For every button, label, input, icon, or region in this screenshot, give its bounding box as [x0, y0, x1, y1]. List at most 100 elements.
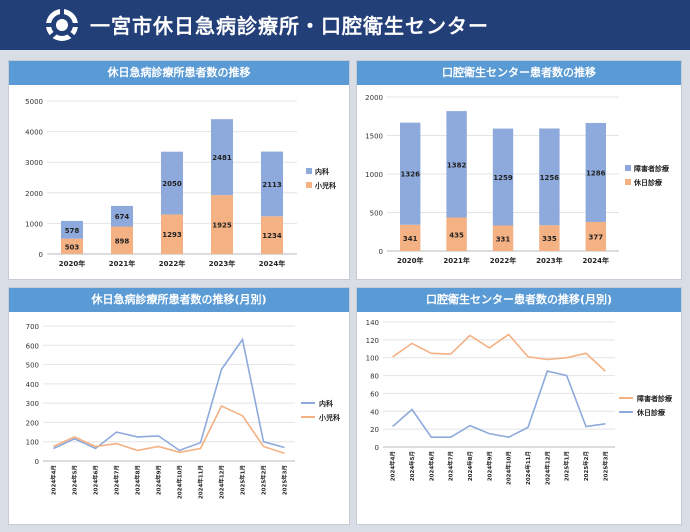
y-tick-label: 0	[375, 444, 379, 452]
chart-monthly-oral: 0 20 40 60 80 100 120 140 2024年4月 2024年5月 2024年6月 2…	[366, 319, 673, 485]
x-tick-label: 2024年12月	[218, 465, 226, 499]
bar-障害者診療	[585, 122, 607, 222]
y-tick-label: 600	[26, 342, 39, 350]
series-line-内科	[53, 337, 285, 452]
y-tick-label: 60	[370, 390, 379, 398]
panel-monthly-oral: 口腔衛生センター患者数の推移(月別) 0 20 40 60 80 100 120 140 202…	[356, 287, 682, 525]
legend-label: 小児科	[314, 181, 336, 190]
panel-annual-oral: 口腔衛生センター患者数の推移 0 500 1000 1500 2000 341 1326 20…	[356, 60, 682, 280]
y-tick-label: 120	[366, 337, 379, 345]
data-label: 1925	[212, 222, 232, 230]
x-tick-label: 2024年7月	[447, 451, 455, 481]
bar-休日診療	[585, 221, 607, 251]
y-tick-label: 2000	[25, 190, 43, 198]
bar-小児科	[61, 238, 83, 254]
series-line-休日診療	[392, 370, 606, 439]
x-tick-label: 2024年5月	[408, 451, 416, 481]
y-tick-label: 1000	[365, 171, 383, 179]
bar-内科	[261, 151, 283, 217]
bar-休日診療	[399, 224, 421, 251]
x-tick-label: 2024年5月	[71, 465, 79, 495]
bar-障害者診療	[539, 128, 560, 226]
x-tick-label: 2025年3月	[281, 465, 289, 495]
y-tick-label: 200	[26, 419, 39, 427]
y-tick-label: 100	[366, 355, 379, 363]
bar-小児科	[111, 226, 133, 254]
y-tick-label: 2000	[365, 94, 383, 102]
legend-swatch	[625, 179, 631, 185]
x-tick-label: 2025年2月	[260, 465, 268, 495]
legend-label: 内科	[319, 399, 333, 408]
legend-swatch	[306, 182, 312, 188]
x-tick-label: 2024年4月	[389, 451, 397, 481]
x-tick-label: 2024年9月	[485, 451, 493, 481]
y-tick-label: 100	[26, 439, 39, 447]
x-tick-label: 2024年	[259, 259, 285, 268]
bar-休日診療	[492, 225, 514, 251]
x-tick-label: 2022年	[159, 259, 185, 268]
y-tick-label: 0	[35, 458, 39, 466]
x-tick-label: 2022年	[490, 256, 516, 265]
data-label: 1256	[540, 174, 560, 182]
legend-label: 休日診療	[636, 408, 666, 417]
legend-label: 障害者診療	[634, 164, 670, 173]
x-tick-label: 2024年6月	[92, 465, 100, 495]
y-tick-label: 700	[26, 323, 39, 331]
x-tick-label: 2024年8月	[134, 465, 142, 495]
x-tick-label: 2024年10月	[176, 465, 184, 499]
data-label: 674	[115, 213, 130, 221]
y-tick-label: 4000	[25, 129, 43, 137]
y-tick-label: 1500	[365, 133, 383, 141]
y-tick-label: 1000	[25, 220, 43, 228]
legend-label: 障害者診療	[637, 394, 673, 403]
bar-小児科	[261, 216, 283, 254]
legend-swatch	[306, 168, 312, 174]
y-tick-label: 5000	[25, 98, 43, 106]
x-tick-label: 2023年	[536, 256, 562, 265]
data-label: 578	[65, 227, 80, 235]
y-tick-label: 0	[39, 251, 43, 259]
bar-内科	[161, 151, 183, 215]
x-tick-label: 2025年1月	[239, 465, 247, 495]
x-tick-label: 2024年6月	[427, 451, 435, 481]
x-tick-label: 2025年3月	[601, 451, 609, 481]
x-tick-label: 2024年11月	[197, 465, 205, 499]
bar-休日診療	[446, 217, 467, 251]
data-label: 1286	[586, 169, 606, 177]
chart-annual-clinic: 0 1000 2000 3000 4000 5000 503 578 2020年 898 674 20…	[25, 98, 336, 268]
chart-monthly-clinic: 0 100 200 300 400 500 600 700 2024年4月 2024年5月 2024…	[26, 323, 340, 499]
bar-休日診療	[539, 225, 560, 251]
x-tick-label: 2024年11月	[524, 451, 532, 485]
page-title: 一宮市休日急病診療所・口腔衛生センター	[90, 14, 489, 38]
x-tick-label: 2024年4月	[50, 465, 58, 495]
panel-title: 口腔衛生センター患者数の推移	[357, 61, 681, 85]
y-tick-label: 3000	[25, 159, 43, 167]
data-label: 331	[496, 235, 511, 243]
bar-小児科	[161, 214, 183, 254]
bar-障害者診療	[399, 122, 421, 225]
panel-title: 休日急病診療所患者数の推移(月別)	[9, 288, 349, 312]
x-tick-label: 2021年	[109, 259, 135, 268]
data-label: 335	[542, 235, 557, 243]
x-tick-label: 2023年	[209, 259, 235, 268]
data-label: 435	[449, 231, 464, 239]
y-tick-label: 300	[26, 400, 39, 408]
bar-内科	[111, 205, 133, 227]
panel-monthly-clinic: 休日急病診療所患者数の推移(月別) 0 100 200 300 400 500 600 700…	[8, 287, 350, 525]
y-tick-label: 500	[370, 210, 383, 218]
legend-label: 内科	[315, 167, 329, 176]
data-label: 1293	[162, 231, 182, 239]
y-tick-label: 140	[366, 319, 379, 327]
x-tick-label: 2025年1月	[563, 451, 571, 481]
data-label: 2481	[212, 154, 232, 162]
panel-title: 口腔衛生センター患者数の推移(月別)	[357, 288, 681, 312]
data-label: 1234	[262, 232, 282, 240]
data-label: 2050	[162, 180, 182, 188]
x-tick-label: 2020年	[59, 259, 85, 268]
panel-title: 休日急病診療所患者数の推移	[9, 61, 349, 85]
data-label: 898	[115, 237, 130, 245]
legend-label: 小児科	[318, 413, 340, 422]
y-tick-label: 40	[370, 408, 379, 416]
x-tick-label: 2024年10月	[505, 451, 513, 485]
y-tick-label: 0	[379, 248, 383, 256]
